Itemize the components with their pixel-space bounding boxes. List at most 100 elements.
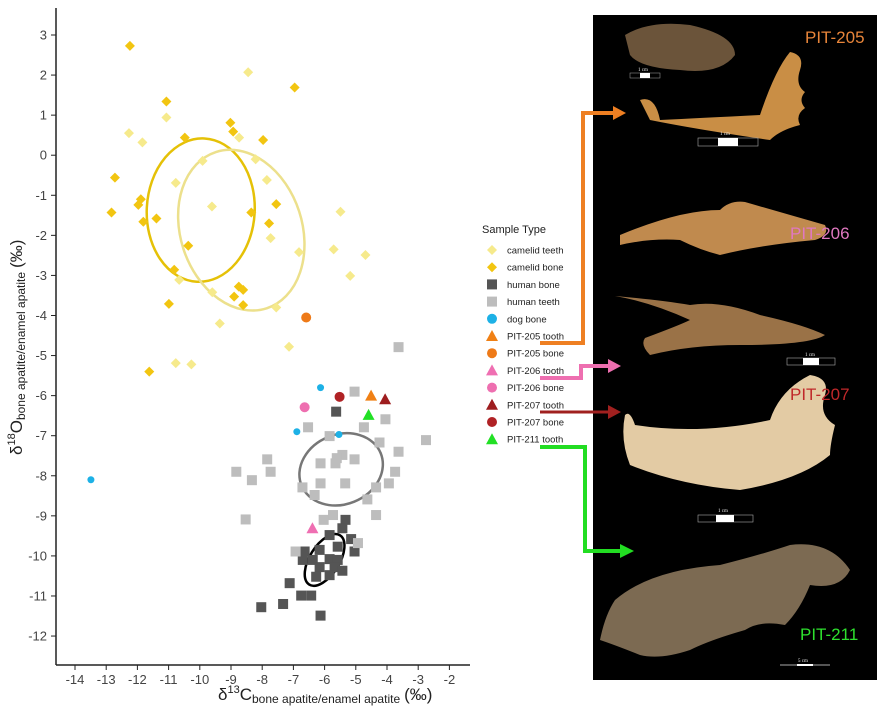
scale-bar-label: 1 cm xyxy=(638,68,648,73)
legend-swatch-icon xyxy=(487,262,497,273)
y-tick-label: -3 xyxy=(35,268,47,283)
legend-label: PIT-205 bone xyxy=(507,349,564,360)
point-human-teeth xyxy=(309,490,320,501)
legend-item: PIT-205 bone xyxy=(487,348,564,360)
y-tick-label: -8 xyxy=(35,468,47,483)
legend-swatch-icon xyxy=(487,313,497,324)
legend-label: PIT-211 tooth xyxy=(507,435,563,446)
point-camelid-bone xyxy=(161,96,172,107)
point-human-teeth xyxy=(393,342,404,353)
y-tick-label: -7 xyxy=(35,428,47,443)
point-pit-205-tooth xyxy=(365,389,378,401)
specimen-photos xyxy=(600,23,850,657)
legend-item: PIT-207 tooth xyxy=(486,398,564,411)
point-human-teeth xyxy=(318,514,329,525)
confidence-ellipses xyxy=(145,137,385,587)
point-human-teeth xyxy=(330,458,341,469)
point-human-bone xyxy=(315,610,326,621)
legend-item: human teeth xyxy=(487,296,560,308)
x-tick-label: -14 xyxy=(66,672,85,687)
point-camelid-bone xyxy=(289,82,300,93)
arrow-head-icon xyxy=(613,106,626,120)
point-human-teeth xyxy=(246,475,257,486)
legend-swatch-icon xyxy=(486,364,498,376)
pit205-mandible-photo xyxy=(640,52,805,140)
point-dog-bone xyxy=(87,476,95,484)
point-human-teeth xyxy=(315,478,326,489)
point-camelid-teeth xyxy=(335,206,346,217)
point-human-teeth xyxy=(297,482,308,493)
arrow-head-icon xyxy=(620,544,634,558)
point-camelid-bone xyxy=(271,199,282,210)
point-camelid-bone xyxy=(228,126,239,137)
x-tick-label: -6 xyxy=(319,672,331,687)
data-points xyxy=(87,40,431,621)
legend-swatch-icon xyxy=(486,330,498,341)
point-human-bone xyxy=(306,590,317,601)
point-human-bone xyxy=(324,554,335,565)
y-tick-label: -11 xyxy=(29,588,47,603)
specimen-label-pit-205: PIT-205 xyxy=(805,28,865,47)
point-camelid-bone xyxy=(138,216,149,227)
point-camelid-bone xyxy=(229,291,240,302)
point-human-bone xyxy=(340,514,351,525)
pit206-mandible-photo xyxy=(615,296,825,355)
point-pit-211-tooth xyxy=(362,408,375,420)
point-camelid-teeth xyxy=(261,175,272,186)
legend-title: Sample Type xyxy=(482,224,546,236)
point-human-teeth xyxy=(374,437,385,448)
point-human-bone xyxy=(278,598,289,609)
point-human-teeth xyxy=(331,453,342,464)
legend-label: camelid teeth xyxy=(507,246,564,257)
point-pit-207-bone xyxy=(334,391,345,402)
x-tick-label: -10 xyxy=(190,672,209,687)
point-camelid-teeth xyxy=(186,359,197,370)
point-human-teeth xyxy=(380,414,391,425)
scale-bar-label: 5 cm xyxy=(798,659,808,664)
y-tick-label: -12 xyxy=(28,629,47,644)
x-tick-label: -12 xyxy=(128,672,147,687)
legend-item: camelid bone xyxy=(487,262,564,274)
scale-bar-label: 1 cm xyxy=(718,509,728,514)
point-pit-206-bone xyxy=(299,402,310,413)
point-pit-207-tooth xyxy=(379,393,392,405)
y-tick-label: -10 xyxy=(28,548,47,563)
y-tick-label: -4 xyxy=(35,308,47,323)
x-tick-label: -4 xyxy=(381,672,393,687)
legend-swatch-icon xyxy=(487,279,497,290)
point-human-teeth xyxy=(265,466,276,477)
point-human-bone xyxy=(297,554,308,565)
point-camelid-teeth xyxy=(250,154,261,165)
legend-swatch-icon xyxy=(487,348,497,359)
legend-label: PIT-207 tooth xyxy=(507,400,564,411)
point-camelid-bone xyxy=(238,300,249,311)
specimen-label-pit-207: PIT-207 xyxy=(790,385,850,404)
point-camelid-teeth xyxy=(170,358,181,369)
y-tick-label: 0 xyxy=(40,148,47,163)
point-human-bone xyxy=(332,541,343,552)
x-tick-label: -7 xyxy=(288,672,300,687)
x-tick-label: -11 xyxy=(160,672,178,687)
y-tick-label: 2 xyxy=(40,68,47,83)
specimen-label-pit-206: PIT-206 xyxy=(790,224,850,243)
legend-swatch-icon xyxy=(486,433,498,445)
legend-item: PIT-206 bone xyxy=(487,382,564,394)
legend-swatch-icon xyxy=(487,382,497,393)
ellipse-camelid-teeth xyxy=(176,148,306,312)
point-camelid-bone xyxy=(258,134,269,145)
point-camelid-teeth xyxy=(123,128,134,139)
point-dog-bone xyxy=(293,428,301,436)
point-camelid-bone xyxy=(225,117,236,128)
point-camelid-teeth xyxy=(207,287,218,298)
y-ticks: 3 2 1 0 -1 -2 -3 -4 -5 -6 -7 -8 -9 -10 -11 -12 xyxy=(28,28,56,644)
point-pit-205-bone xyxy=(301,312,312,323)
point-human-bone xyxy=(337,523,348,534)
x-tick-label: -2 xyxy=(444,672,456,687)
point-human-teeth xyxy=(290,546,301,557)
x-tick-label: -3 xyxy=(412,672,424,687)
legend-item: dog bone xyxy=(487,313,547,325)
point-human-teeth xyxy=(371,510,382,521)
point-camelid-teeth xyxy=(234,132,245,143)
y-tick-label: 3 xyxy=(40,28,47,43)
